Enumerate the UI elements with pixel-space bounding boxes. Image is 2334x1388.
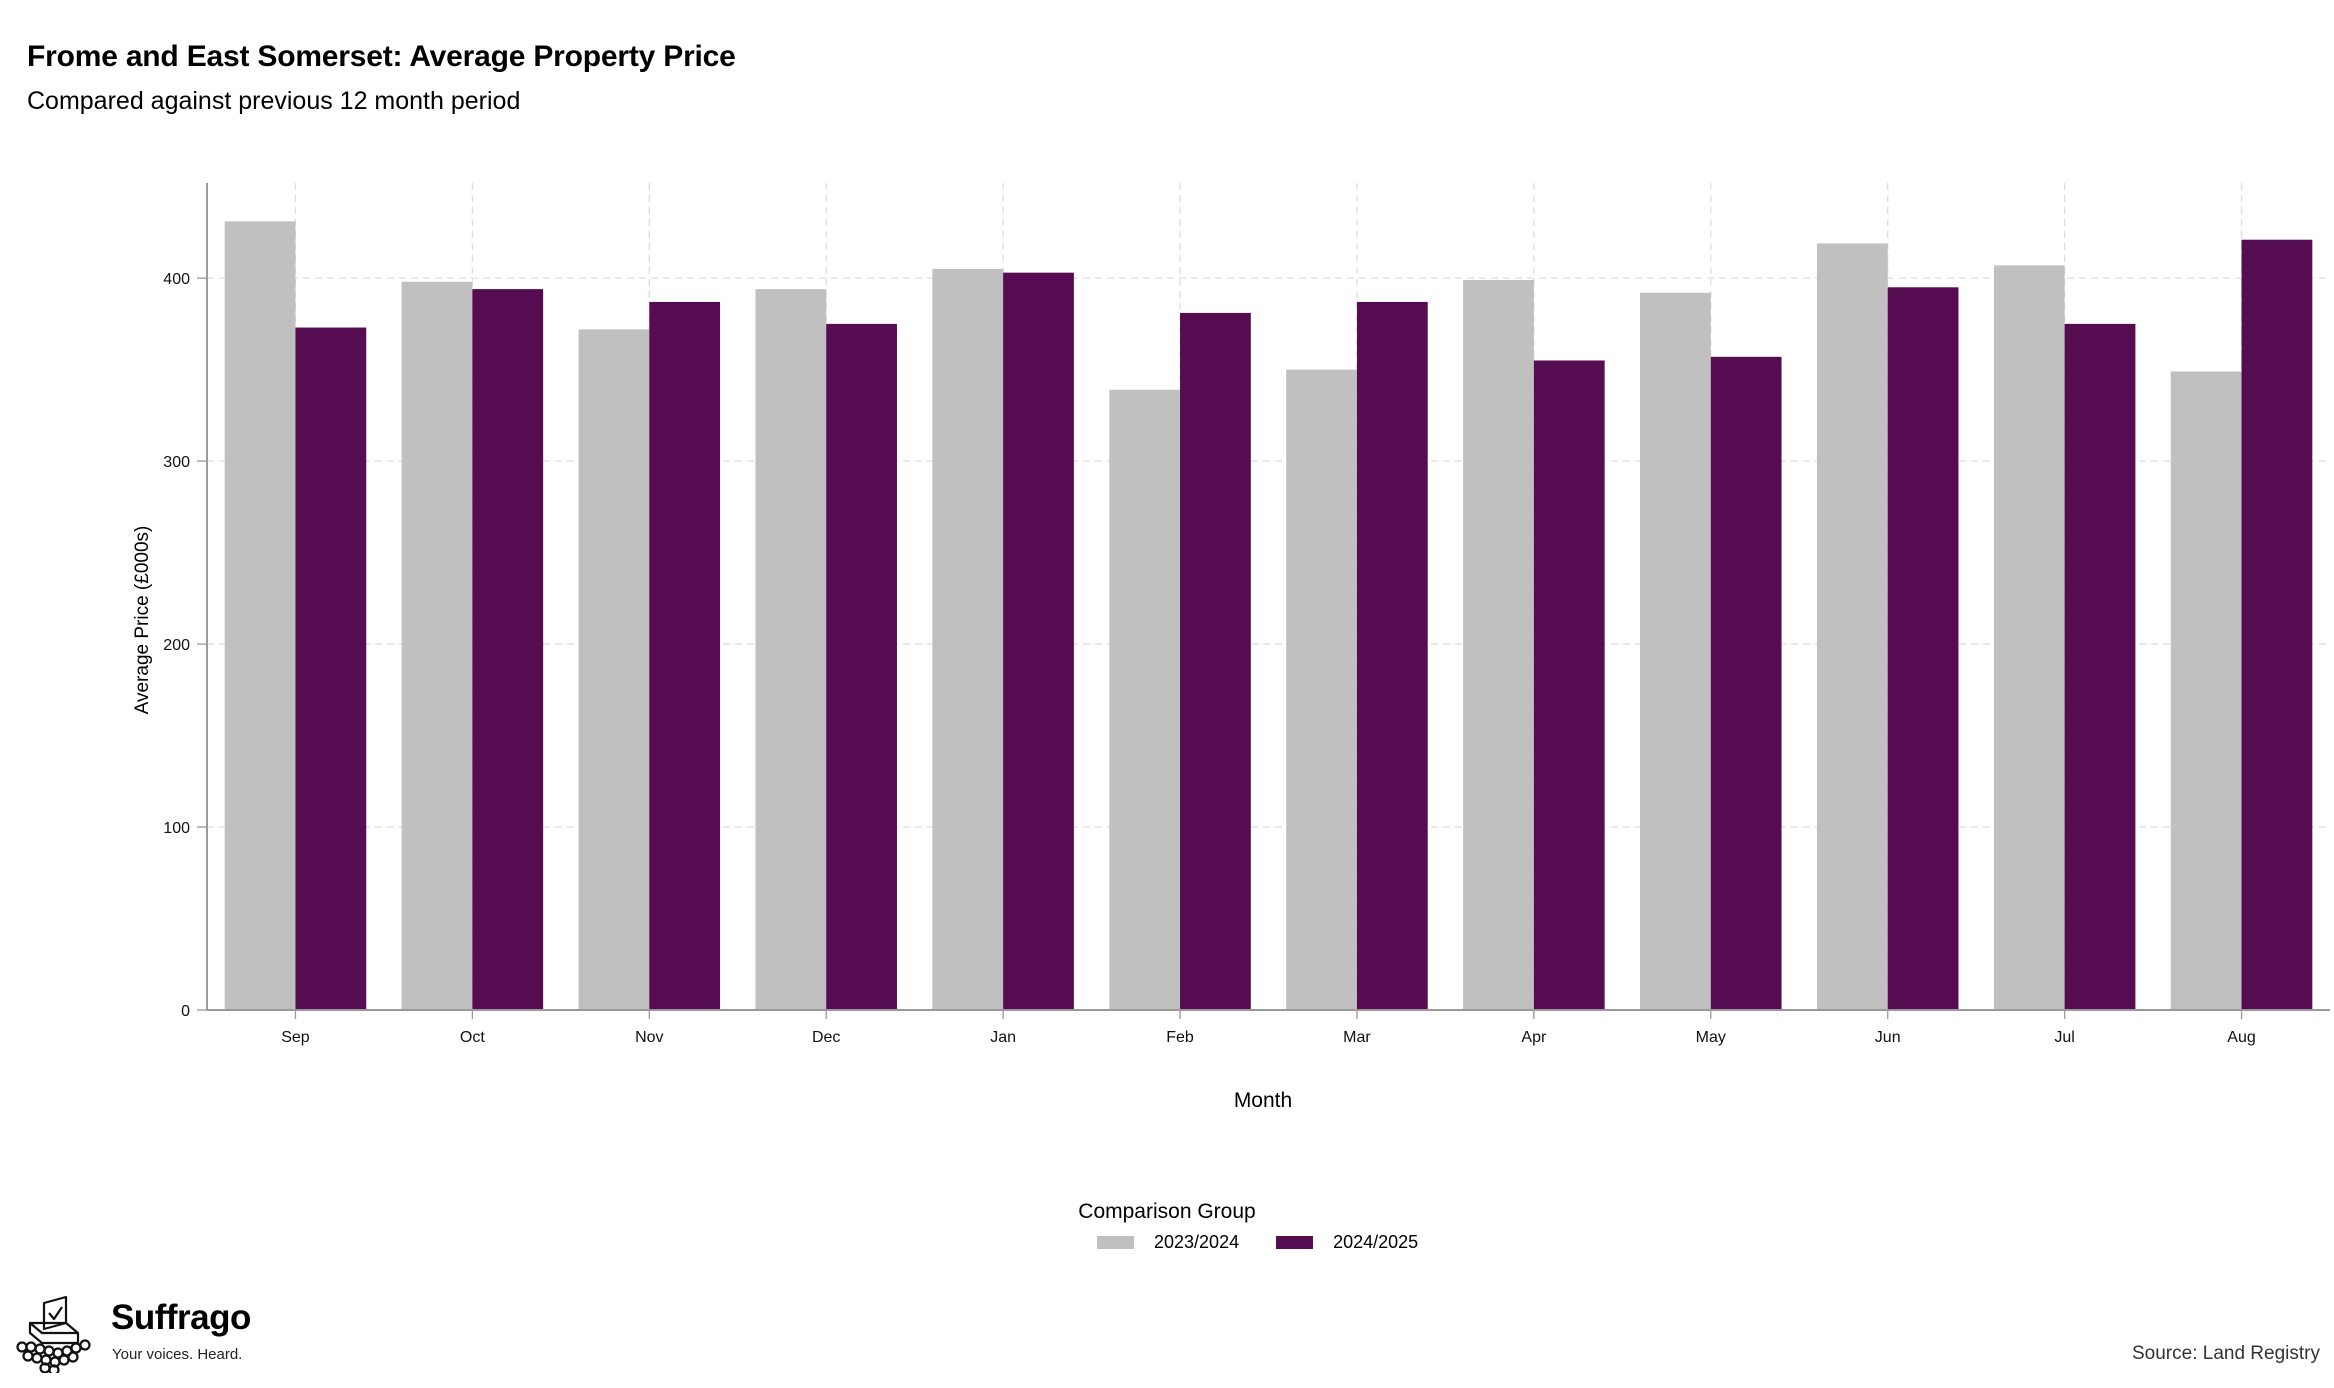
bars [224,221,2313,1011]
y-tick-label: 300 [163,454,190,471]
y-axis-label: Average Price (£000s) [132,526,153,715]
bar-oct-2023-2024 [401,281,473,1010]
legend-label: 2024/2025 [1333,1232,1419,1252]
bar-jun-2023-2024 [1816,243,1888,1011]
bar-jan-2023-2024 [932,268,1004,1010]
bar-mar-2024-2025 [1356,301,1428,1010]
y-tick-label: 400 [163,271,190,288]
x-tick-label: Dec [812,1029,840,1046]
x-tick-label: Aug [2227,1029,2255,1046]
x-tick-label: Apr [1521,1029,1547,1046]
bar-nov-2024-2025 [649,301,721,1010]
x-tick-label: Nov [635,1029,663,1046]
bar-aug-2023-2024 [2170,371,2242,1010]
legend-item-2023-2024: 2023/2024 [1097,1232,1239,1253]
bar-sep-2023-2024 [224,221,296,1011]
x-tick-label: Jul [2054,1029,2074,1046]
x-tick-label: Sep [281,1029,310,1046]
ballot-box-icon [16,1295,91,1373]
axes: 0 100 200 300 400 Sep Oct Nov Dec Jan Feb Mar Apr May… [163,183,2330,1046]
bar-jan-2024-2025 [1003,272,1074,1010]
legend-items: 2023/2024 2024/2025 [1097,1232,1455,1253]
legend-label: 2023/2024 [1154,1232,1240,1252]
y-tick-label: 0 [181,1003,190,1020]
x-tick-label: May [1696,1029,1726,1046]
bar-apr-2023-2024 [1463,279,1534,1010]
x-tick-label: Oct [460,1029,485,1046]
bar-dec-2023-2024 [755,289,827,1010]
bar-jul-2024-2025 [2064,323,2136,1010]
chart-title: Frome and East Somerset: Average Propert… [27,40,736,73]
legend-swatch [1276,1236,1314,1249]
x-tick-label: Jun [1875,1029,1901,1046]
bar-nov-2023-2024 [578,329,650,1010]
y-tick-label: 100 [163,820,190,837]
legend-item-2024-2025: 2024/2025 [1276,1232,1418,1253]
legend-swatch [1097,1236,1134,1249]
brand-tagline: Your voices. Heard. [112,1346,243,1363]
legend-title: Comparison Group [1078,1200,1256,1223]
bar-feb-2024-2025 [1180,312,1251,1010]
x-axis-label: Month [1234,1089,1292,1112]
bar-sep-2024-2025 [295,327,367,1011]
x-tick-label: Mar [1343,1029,1371,1046]
source-note: Source: Land Registry [2132,1343,2320,1364]
bar-aug-2024-2025 [2241,239,2313,1011]
bar-feb-2023-2024 [1109,389,1181,1010]
chart-subtitle: Compared against previous 12 month perio… [27,87,521,115]
brand-name: Suffrago [111,1298,251,1337]
bar-may-2023-2024 [1640,292,1711,1010]
bar-dec-2024-2025 [826,323,897,1010]
x-tick-label: Jan [990,1029,1016,1046]
bar-apr-2024-2025 [1533,360,1605,1010]
bar-mar-2023-2024 [1286,369,1357,1010]
bar-oct-2024-2025 [472,289,544,1010]
bar-jul-2023-2024 [1993,265,2065,1010]
bar-may-2024-2025 [1710,356,1782,1010]
bar-jun-2024-2025 [1887,287,1959,1011]
y-tick-label: 200 [163,637,190,654]
x-tick-label: Feb [1166,1029,1194,1046]
